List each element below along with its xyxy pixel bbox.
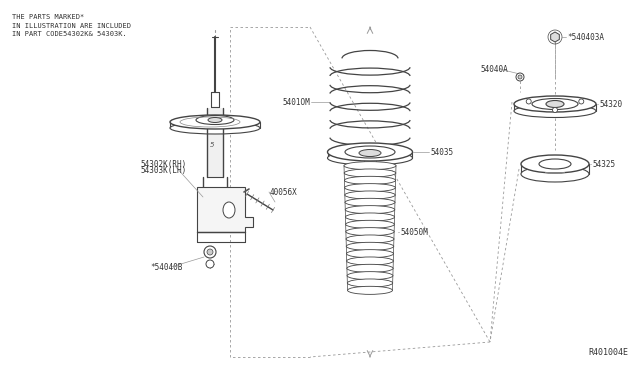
Ellipse shape <box>208 118 222 122</box>
Circle shape <box>579 99 584 104</box>
Circle shape <box>552 108 557 112</box>
Ellipse shape <box>344 176 396 185</box>
Ellipse shape <box>170 122 260 134</box>
Circle shape <box>207 249 213 255</box>
Text: 5401OM: 5401OM <box>282 97 310 106</box>
Text: THE PARTS MARKED*
IN ILLUSTRATION ARE INCLUDED
IN PART CODE54302K& 54303K.: THE PARTS MARKED* IN ILLUSTRATION ARE IN… <box>12 14 131 37</box>
Ellipse shape <box>348 286 392 294</box>
Ellipse shape <box>344 184 396 192</box>
Ellipse shape <box>170 115 260 129</box>
Ellipse shape <box>344 169 396 177</box>
Ellipse shape <box>521 166 589 182</box>
Ellipse shape <box>347 257 394 265</box>
Text: 54303K(LH): 54303K(LH) <box>140 166 186 174</box>
Text: 54040A: 54040A <box>480 64 508 74</box>
Ellipse shape <box>514 105 596 118</box>
Ellipse shape <box>539 159 571 169</box>
Circle shape <box>516 73 524 81</box>
Ellipse shape <box>347 272 393 280</box>
Ellipse shape <box>328 151 413 165</box>
Text: 40056X: 40056X <box>270 187 298 196</box>
Ellipse shape <box>359 150 381 157</box>
Text: 5: 5 <box>210 142 214 148</box>
Ellipse shape <box>345 191 395 199</box>
Ellipse shape <box>514 96 596 112</box>
Circle shape <box>206 260 214 268</box>
Ellipse shape <box>347 264 393 272</box>
Text: 54035: 54035 <box>430 148 453 157</box>
Ellipse shape <box>346 213 394 221</box>
Ellipse shape <box>546 100 564 108</box>
Ellipse shape <box>346 220 394 228</box>
Ellipse shape <box>328 143 413 161</box>
Ellipse shape <box>344 161 396 170</box>
Ellipse shape <box>532 99 578 109</box>
Text: *54040B: *54040B <box>150 263 182 272</box>
Ellipse shape <box>521 155 589 173</box>
Ellipse shape <box>346 242 394 250</box>
Text: 54302K(RH): 54302K(RH) <box>140 160 186 169</box>
Ellipse shape <box>346 235 394 243</box>
Ellipse shape <box>348 279 393 287</box>
Ellipse shape <box>364 151 376 157</box>
Text: 54325: 54325 <box>592 160 615 169</box>
Polygon shape <box>197 187 253 232</box>
Ellipse shape <box>346 250 394 258</box>
Circle shape <box>204 246 216 258</box>
Text: *540403A: *540403A <box>567 32 604 42</box>
Text: 54320: 54320 <box>599 99 622 109</box>
Ellipse shape <box>346 228 394 236</box>
Circle shape <box>526 99 531 104</box>
Ellipse shape <box>223 202 235 218</box>
Text: R401004E: R401004E <box>588 348 628 357</box>
Ellipse shape <box>345 206 395 214</box>
Ellipse shape <box>345 146 395 158</box>
Circle shape <box>518 75 522 79</box>
Ellipse shape <box>196 115 234 125</box>
Text: 54050M: 54050M <box>400 228 428 237</box>
Ellipse shape <box>345 198 395 206</box>
